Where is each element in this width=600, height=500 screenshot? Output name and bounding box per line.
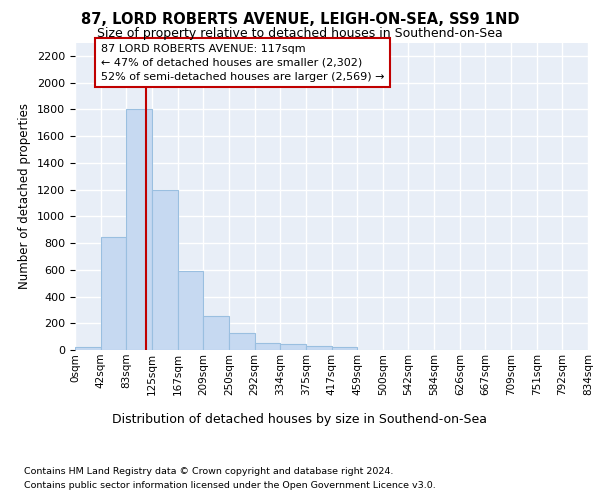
- Bar: [152, 190, 178, 350]
- Text: 87 LORD ROBERTS AVENUE: 117sqm
← 47% of detached houses are smaller (2,302)
52% : 87 LORD ROBERTS AVENUE: 117sqm ← 47% of …: [101, 44, 384, 82]
- Bar: [254, 344, 280, 350]
- Y-axis label: Number of detached properties: Number of detached properties: [19, 104, 31, 289]
- Bar: [203, 316, 229, 350]
- Text: Distribution of detached houses by size in Southend-on-Sea: Distribution of detached houses by size …: [113, 412, 487, 426]
- Text: Contains public sector information licensed under the Open Government Licence v3: Contains public sector information licen…: [24, 481, 436, 490]
- Text: Contains HM Land Registry data © Crown copyright and database right 2024.: Contains HM Land Registry data © Crown c…: [24, 468, 394, 476]
- Bar: [280, 344, 306, 350]
- Text: Size of property relative to detached houses in Southend-on-Sea: Size of property relative to detached ho…: [97, 28, 503, 40]
- Bar: [229, 332, 254, 350]
- Bar: [331, 348, 357, 350]
- Text: 87, LORD ROBERTS AVENUE, LEIGH-ON-SEA, SS9 1ND: 87, LORD ROBERTS AVENUE, LEIGH-ON-SEA, S…: [81, 12, 519, 28]
- Bar: [75, 346, 101, 350]
- Bar: [101, 237, 127, 350]
- Bar: [306, 346, 331, 350]
- Bar: [178, 271, 203, 350]
- Bar: [127, 110, 152, 350]
